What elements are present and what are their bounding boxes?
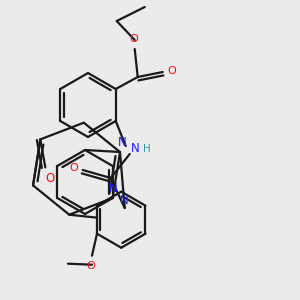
Text: N: N [109, 182, 118, 194]
Text: O: O [167, 66, 176, 76]
Text: O: O [87, 261, 95, 271]
Text: H: H [143, 144, 151, 154]
Text: N: N [120, 194, 129, 206]
Text: O: O [69, 163, 78, 173]
Text: N: N [118, 136, 126, 149]
Text: O: O [129, 34, 138, 44]
Text: N: N [131, 142, 140, 155]
Text: O: O [46, 172, 55, 185]
